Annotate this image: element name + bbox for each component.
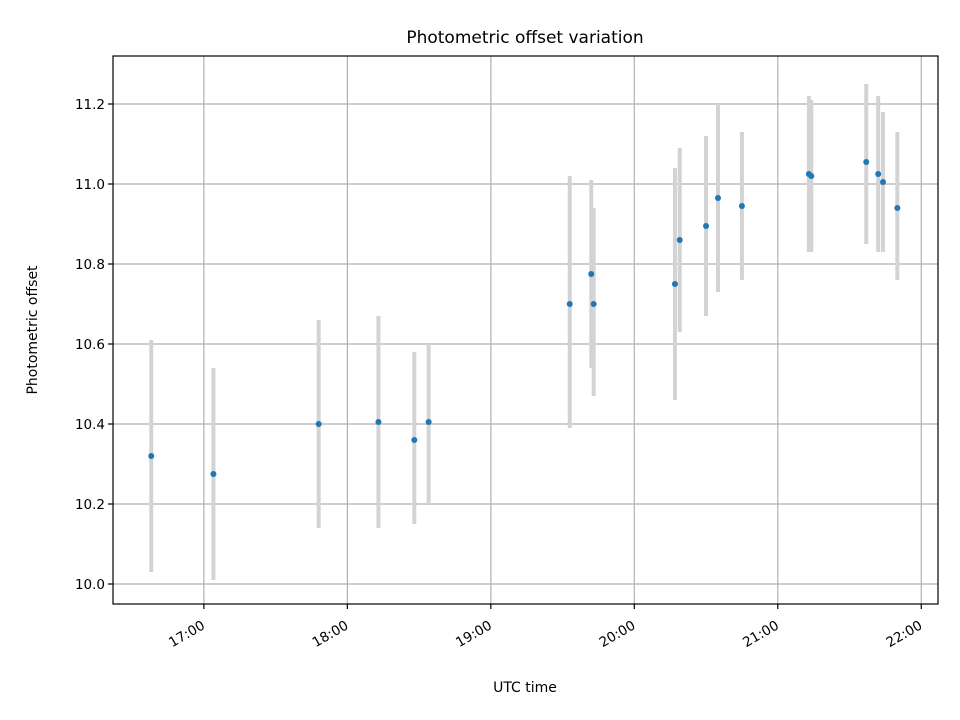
data-point (590, 301, 597, 307)
data-point (148, 453, 155, 459)
data-point (894, 205, 901, 211)
data-point (566, 301, 573, 307)
y-axis-label: Photometric offset (25, 265, 41, 395)
data-point (738, 203, 745, 209)
plot-frame (112, 55, 939, 605)
grid (113, 56, 938, 604)
data-points (148, 159, 901, 477)
y-tick-label: 10.8 (75, 257, 105, 273)
y-tick-label: 10.2 (75, 497, 105, 513)
y-tick-label: 10.0 (75, 577, 105, 593)
y-tick-label: 10.6 (75, 337, 105, 353)
data-point (808, 173, 815, 179)
data-point (315, 421, 322, 427)
data-point (863, 159, 870, 165)
data-point (703, 223, 710, 229)
data-point (425, 419, 432, 425)
data-point (411, 437, 418, 443)
data-point (715, 195, 721, 201)
data-point (676, 237, 683, 243)
y-tick-label: 11.0 (75, 177, 105, 193)
chart-title: Photometric offset variation (406, 28, 643, 48)
y-tick-label: 10.4 (75, 417, 105, 433)
data-point (671, 281, 678, 287)
y-tick-label: 11.2 (75, 97, 105, 113)
data-point (375, 419, 382, 425)
data-point (210, 471, 217, 477)
data-point (588, 271, 595, 277)
y-axis-ticks: 10.0 10.2 10.4 10.6 10.8 11.0 11.2 (75, 97, 113, 593)
data-point (875, 171, 882, 177)
data-point (880, 179, 886, 185)
x-axis-label: UTC time (493, 680, 557, 696)
